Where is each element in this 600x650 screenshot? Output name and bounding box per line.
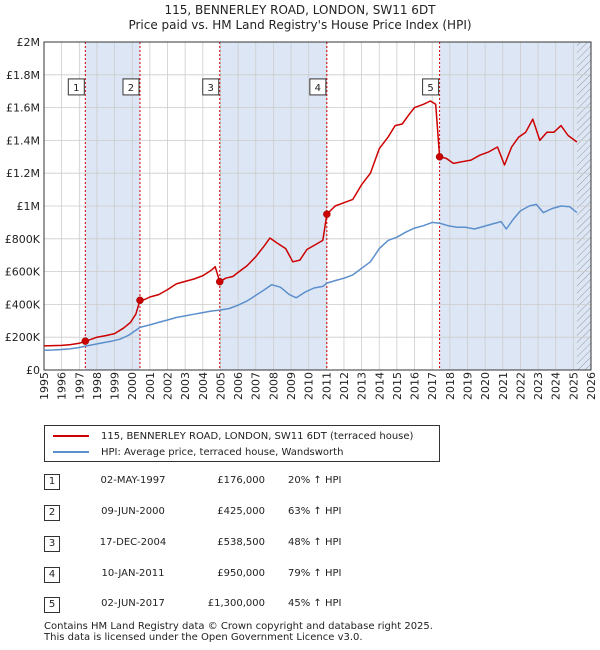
- legend-hpi-swatch: [53, 451, 89, 453]
- transaction-date: 17-DEC-2004: [99, 537, 167, 548]
- x-tick-label: 2026: [585, 372, 598, 400]
- x-tick-label: 2001: [144, 372, 157, 400]
- transaction-date: 10-JAN-2011: [101, 568, 165, 579]
- x-tick-label: 2019: [461, 372, 474, 400]
- sale-point: [215, 277, 224, 286]
- transaction-date: 09-JUN-2000: [101, 506, 165, 517]
- sale-point: [323, 210, 331, 218]
- transaction-number: 2: [44, 505, 60, 521]
- y-tick-label: £1M: [17, 200, 41, 213]
- x-tick-label: 2010: [303, 372, 316, 400]
- sale-point: [136, 296, 144, 305]
- transaction-date: 02-MAY-1997: [100, 475, 166, 486]
- x-tick-label: 2013: [356, 372, 369, 400]
- y-tick-label: £1.2M: [6, 167, 40, 180]
- transaction-hpi-change: 79% ↑ HPI: [288, 568, 342, 579]
- x-tick-label: 2003: [179, 372, 192, 400]
- sale-number-box: [422, 78, 440, 96]
- y-tick-label: £600K: [5, 266, 41, 279]
- transaction-date: 02-JUN-2017: [101, 598, 165, 609]
- x-tick-label: 2008: [267, 372, 280, 400]
- x-tick-label: 1999: [109, 372, 122, 400]
- x-tick-label: 2025: [567, 372, 580, 400]
- transaction-number: 4: [44, 567, 60, 583]
- sale-point: [81, 337, 90, 345]
- x-tick-label: 2009: [285, 372, 298, 400]
- plot-frame: [43, 41, 592, 371]
- chart-title-address: 115, BENNERLEY ROAD, LONDON, SW11 6DT: [164, 3, 436, 17]
- transaction-hpi-change: 63% ↑ HPI: [288, 506, 342, 517]
- footer-licence: This data is licensed under the Open Gov…: [44, 632, 363, 643]
- y-tick-label: £800K: [5, 233, 41, 246]
- footer-copyright: Contains HM Land Registry data © Crown c…: [44, 621, 433, 632]
- price-paid-line: [43, 100, 578, 347]
- legend-item-price: 115, BENNERLEY ROAD, LONDON, SW11 6DT (t…: [53, 429, 413, 443]
- x-tick-label: 2022: [514, 372, 527, 400]
- transaction-price: £950,000: [217, 568, 265, 579]
- sale-number-label: 3: [208, 83, 214, 94]
- x-tick-label: 2024: [550, 372, 563, 400]
- sale-number-label: 5: [427, 83, 433, 94]
- price-chart: £0 £200K £400K £600K £800K £1M £1.2M £1.4M £1.6M…: [5, 36, 598, 400]
- sale-number-label: 2: [128, 83, 134, 94]
- sale-number-label: 1: [73, 83, 79, 94]
- x-tick-label: 1995: [38, 372, 51, 400]
- x-tick-label: 1998: [91, 372, 104, 400]
- sale-number-box: [122, 78, 140, 96]
- y-tick-label: £1.8M: [6, 69, 40, 82]
- chart-legend: 115, BENNERLEY ROAD, LONDON, SW11 6DT (t…: [44, 425, 440, 462]
- x-tick-label: 2020: [479, 372, 492, 400]
- transaction-hpi-change: 45% ↑ HPI: [288, 598, 342, 609]
- transaction-price: £176,000: [217, 475, 265, 486]
- x-tick-label: 1997: [73, 372, 86, 400]
- legend-item-hpi: HPI: Average price, terraced house, Wand…: [53, 445, 343, 459]
- x-tick-label: 2023: [532, 372, 545, 400]
- transaction-number: 3: [44, 536, 60, 552]
- y-tick-label: £1.6M: [6, 102, 40, 115]
- x-tick-label: 2002: [162, 372, 175, 400]
- x-tick-label: 2012: [338, 372, 351, 400]
- y-tick-label: £200K: [5, 331, 41, 344]
- y-tick-label: £1.4M: [6, 134, 40, 147]
- transaction-price: £1,300,000: [207, 598, 265, 609]
- sale-number-box: [309, 78, 327, 96]
- x-tick-label: 2014: [373, 372, 386, 400]
- x-tick-label: 2015: [391, 372, 404, 400]
- y-tick-label: £400K: [5, 298, 41, 311]
- transaction-number: 1: [44, 474, 60, 490]
- sale-point: [435, 153, 444, 161]
- x-tick-label: 2006: [232, 372, 245, 400]
- x-tick-label: 2005: [214, 372, 227, 400]
- chart-subtitle: Price paid vs. HM Land Registry's House …: [128, 18, 472, 32]
- transaction-price: £538,500: [217, 537, 265, 548]
- sale-number-box: [202, 78, 220, 96]
- sale-number-box: [67, 78, 85, 96]
- transaction-hpi-change: 20% ↑ HPI: [288, 475, 342, 486]
- x-tick-label: 2016: [409, 372, 422, 400]
- transaction-number: 5: [44, 597, 60, 613]
- x-tick-label: 2011: [320, 372, 333, 400]
- x-tick-label: 2000: [126, 372, 139, 400]
- y-tick-label: £0: [26, 364, 40, 377]
- legend-price-swatch: [53, 435, 89, 437]
- legend-hpi-label: HPI: Average price, terraced house, Wand…: [101, 446, 344, 458]
- legend-price-label: 115, BENNERLEY ROAD, LONDON, SW11 6DT (t…: [101, 430, 414, 442]
- transaction-hpi-change: 48% ↑ HPI: [288, 537, 342, 548]
- hpi-line: [43, 203, 578, 352]
- x-tick-label: 2004: [197, 372, 210, 400]
- x-tick-label: 2021: [497, 372, 510, 400]
- x-tick-label: 1996: [56, 372, 69, 400]
- x-tick-label: 2017: [426, 372, 439, 400]
- x-tick-label: 2007: [250, 372, 263, 400]
- y-tick-label: £2M: [17, 36, 41, 49]
- transaction-price: £425,000: [217, 506, 265, 517]
- x-tick-label: 2018: [444, 372, 457, 400]
- sale-number-label: 4: [315, 83, 321, 94]
